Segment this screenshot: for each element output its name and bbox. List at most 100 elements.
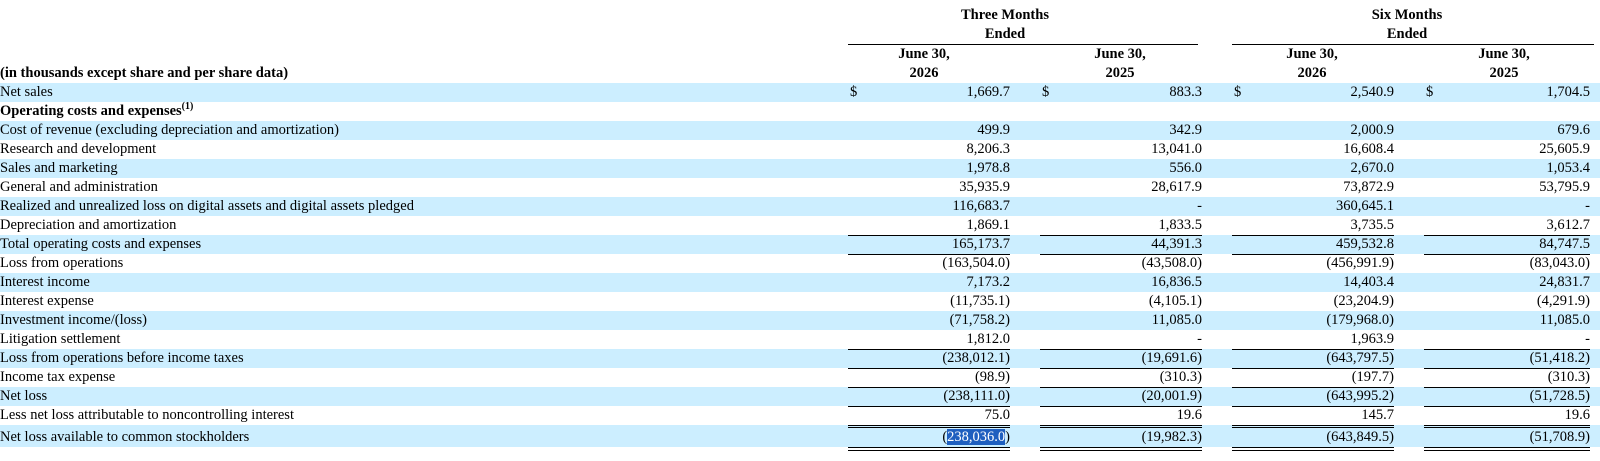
value-cell[interactable]: (643,849.5) bbox=[1326, 429, 1394, 445]
subtotal-rule bbox=[1232, 425, 1394, 426]
value-cell[interactable]: (19,691.6) bbox=[1141, 350, 1202, 366]
subtotal-rule bbox=[848, 425, 1010, 426]
subtotal-rule bbox=[1232, 349, 1394, 350]
value-cell[interactable]: 1,053.4 bbox=[1546, 160, 1591, 176]
value-cell[interactable]: (643,797.5) bbox=[1326, 350, 1394, 366]
value-cell[interactable]: 1,869.1 bbox=[966, 217, 1011, 233]
value-cell[interactable]: (43,508.0) bbox=[1141, 255, 1202, 271]
value-suffix: ) bbox=[1005, 429, 1010, 445]
value-cell[interactable]: (98.9) bbox=[974, 369, 1010, 385]
subtotal-rule bbox=[1424, 368, 1590, 369]
header-three-months-line1: Three Months bbox=[961, 7, 1049, 23]
value-cell[interactable]: 116,683.7 bbox=[952, 198, 1010, 214]
value-cell[interactable]: 24,831.7 bbox=[1539, 274, 1590, 290]
subtotal-rule bbox=[848, 387, 1010, 388]
value-cell[interactable]: (71,758.2) bbox=[949, 312, 1010, 328]
table-row: Investment income/(loss) (71,758.2) 11,085… bbox=[0, 311, 1600, 330]
value-cell[interactable]: 16,608.4 bbox=[1343, 141, 1394, 157]
value-cell[interactable]: 1,812.0 bbox=[966, 331, 1011, 347]
table-row: Interest income 7,173.2 16,836.5 14,403.4 24… bbox=[0, 273, 1600, 292]
value-cell[interactable]: (23,204.9) bbox=[1333, 293, 1394, 309]
value-cell[interactable]: (51,418.2) bbox=[1529, 350, 1590, 366]
value-cell[interactable]: (197.7) bbox=[1351, 369, 1394, 385]
value-cell[interactable]: - bbox=[1585, 331, 1590, 347]
value-cell[interactable]: (238,036.0) bbox=[942, 428, 1010, 447]
value-cell[interactable]: 3,735.5 bbox=[1350, 217, 1395, 233]
value-cell[interactable]: 2,540.9 bbox=[1350, 84, 1395, 100]
value-cell[interactable]: (51,728.5) bbox=[1529, 388, 1590, 404]
value-cell[interactable]: 2,670.0 bbox=[1350, 160, 1395, 176]
subtotal-rule bbox=[1424, 425, 1590, 426]
value-cell[interactable]: 556.0 bbox=[1169, 160, 1202, 176]
subtotal-rule bbox=[1232, 254, 1394, 255]
value-cell[interactable]: 28,617.9 bbox=[1151, 179, 1202, 195]
subtotal-rule bbox=[1040, 235, 1202, 236]
value-cell[interactable]: (19,982.3) bbox=[1141, 429, 1202, 445]
value-cell[interactable]: (179,968.0) bbox=[1326, 312, 1394, 328]
value-cell[interactable]: (238,012.1) bbox=[942, 350, 1010, 366]
value-cell[interactable]: (456,991.9) bbox=[1326, 255, 1394, 271]
column-header-4-line2: 2025 bbox=[1489, 65, 1519, 81]
value-cell[interactable]: (4,291.9) bbox=[1536, 293, 1590, 309]
header-three-months-line2: Ended bbox=[984, 26, 1026, 42]
value-cell[interactable]: 360,645.1 bbox=[1336, 198, 1394, 214]
selected-text[interactable]: 238,036.0 bbox=[947, 429, 1006, 445]
value-cell[interactable]: 11,085.0 bbox=[1539, 312, 1590, 328]
value-cell[interactable]: 19.6 bbox=[1564, 407, 1590, 423]
value-cell[interactable]: 883.3 bbox=[1169, 84, 1202, 100]
header-six-months: Six Months Ended bbox=[1342, 6, 1472, 44]
value-cell[interactable]: 1,963.9 bbox=[1350, 331, 1395, 347]
value-cell[interactable]: 16,836.5 bbox=[1151, 274, 1202, 290]
currency-symbol: $ bbox=[1426, 84, 1434, 100]
value-cell[interactable]: 75.0 bbox=[984, 407, 1010, 423]
row-label: Litigation settlement bbox=[0, 331, 121, 347]
value-cell[interactable]: 459,532.8 bbox=[1336, 236, 1394, 252]
subtotal-rule bbox=[848, 254, 1010, 255]
value-cell[interactable]: (238,111.0) bbox=[943, 388, 1010, 404]
value-cell[interactable]: 1,669.7 bbox=[966, 84, 1011, 100]
value-cell[interactable]: 2,000.9 bbox=[1350, 122, 1395, 138]
value-cell[interactable]: (83,043.0) bbox=[1529, 255, 1590, 271]
value-cell[interactable]: 19.6 bbox=[1176, 407, 1202, 423]
total-double-rule bbox=[1424, 447, 1590, 451]
value-cell[interactable]: 7,173.2 bbox=[966, 274, 1011, 290]
value-cell[interactable]: 499.9 bbox=[977, 122, 1010, 138]
value-cell[interactable]: 165,173.7 bbox=[952, 236, 1010, 252]
value-cell[interactable]: (20,001.9) bbox=[1141, 388, 1202, 404]
value-cell[interactable]: - bbox=[1197, 198, 1202, 214]
value-cell[interactable]: 84,747.5 bbox=[1539, 236, 1590, 252]
value-cell[interactable]: 342.9 bbox=[1169, 122, 1202, 138]
value-cell[interactable]: (163,504.0) bbox=[942, 255, 1010, 271]
value-cell[interactable]: (310.3) bbox=[1159, 369, 1202, 385]
value-cell[interactable]: (310.3) bbox=[1547, 369, 1590, 385]
row-label: Loss from operations before income taxes bbox=[0, 350, 244, 366]
value-cell[interactable]: (11,735.1) bbox=[950, 293, 1010, 309]
value-cell[interactable]: 1,833.5 bbox=[1158, 217, 1203, 233]
value-cell[interactable]: 145.7 bbox=[1361, 407, 1394, 423]
value-cell[interactable]: (4,105.1) bbox=[1148, 293, 1202, 309]
value-cell[interactable]: 1,704.5 bbox=[1546, 84, 1591, 100]
value-cell[interactable]: 25,605.9 bbox=[1539, 141, 1590, 157]
row-label: Cost of revenue (excluding depreciation … bbox=[0, 122, 340, 138]
value-cell[interactable]: (51,708.9) bbox=[1529, 429, 1590, 445]
table-row: Less net loss attributable to noncontrol… bbox=[0, 406, 1600, 425]
value-cell[interactable]: 35,935.9 bbox=[959, 179, 1010, 195]
value-cell[interactable]: 44,391.3 bbox=[1151, 236, 1202, 252]
table-row: Litigation settlement 1,812.0 - 1,963.9 - bbox=[0, 330, 1600, 349]
value-cell[interactable]: 679.6 bbox=[1557, 122, 1590, 138]
header-three-months: Three Months Ended bbox=[940, 6, 1070, 44]
value-cell[interactable]: (643,995.2) bbox=[1326, 388, 1394, 404]
value-cell[interactable]: 73,872.9 bbox=[1343, 179, 1394, 195]
value-cell[interactable]: - bbox=[1197, 331, 1202, 347]
value-cell[interactable]: 8,206.3 bbox=[966, 141, 1011, 157]
value-cell[interactable]: 1,978.8 bbox=[966, 160, 1011, 176]
value-cell[interactable]: 14,403.4 bbox=[1343, 274, 1394, 290]
value-cell[interactable]: 3,612.7 bbox=[1546, 217, 1591, 233]
subtotal-rule bbox=[1232, 235, 1394, 236]
subtotal-rule bbox=[1040, 406, 1202, 407]
value-cell[interactable]: 53,795.9 bbox=[1539, 179, 1590, 195]
value-cell[interactable]: 11,085.0 bbox=[1151, 312, 1202, 328]
value-cell[interactable]: - bbox=[1585, 198, 1590, 214]
total-top-rule bbox=[848, 427, 1010, 428]
value-cell[interactable]: 13,041.0 bbox=[1151, 141, 1202, 157]
